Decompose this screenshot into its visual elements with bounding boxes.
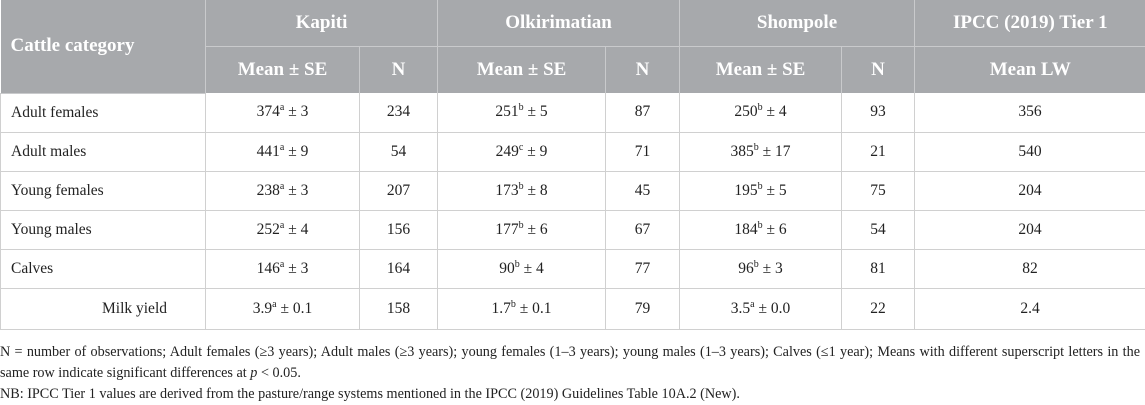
kapiti-mean-cell: 374a ± 3 xyxy=(206,93,360,132)
row-category: Adult males xyxy=(1,132,206,171)
shompole-n-cell: 75 xyxy=(842,171,915,210)
shompole-n-cell: 21 xyxy=(842,132,915,171)
olkirimatian-mean-cell: 249c ± 9 xyxy=(438,132,606,171)
data-table-container: Cattle category Kapiti Olkirimatian Shom… xyxy=(0,0,1145,330)
kapiti-n-cell: 54 xyxy=(360,132,438,171)
kapiti-mean-cell: 3.9a ± 0.1 xyxy=(206,288,360,329)
olkirimatian-n-cell: 67 xyxy=(606,210,680,249)
kapiti-mean-cell: 252a ± 4 xyxy=(206,210,360,249)
subheader-n: N xyxy=(606,47,680,94)
olkirimatian-n-cell: 87 xyxy=(606,93,680,132)
table-row: Milk yield 3.9a ± 0.1 158 1.7b ± 0.1 79 … xyxy=(1,288,1145,329)
table-row: Young males 252a ± 4 156 177b ± 6 67 184… xyxy=(1,210,1145,249)
ipcc-mean-lw-cell: 2.4 xyxy=(915,288,1145,329)
ipcc-mean-lw-cell: 540 xyxy=(915,132,1145,171)
row-category: Young females xyxy=(1,171,206,210)
kapiti-n-cell: 207 xyxy=(360,171,438,210)
header-ipcc: IPCC (2019) Tier 1 xyxy=(915,0,1145,47)
olkirimatian-mean-cell: 90b ± 4 xyxy=(438,249,606,288)
table-row: Adult females 374a ± 3 234 251b ± 5 87 2… xyxy=(1,93,1145,132)
subheader-mean-se: Mean ± SE xyxy=(206,47,360,94)
shompole-mean-cell: 3.5a ± 0.0 xyxy=(680,288,842,329)
ipcc-mean-lw-cell: 82 xyxy=(915,249,1145,288)
row-category: Adult females xyxy=(1,93,206,132)
table-row: Calves 146a ± 3 164 90b ± 4 77 96b ± 3 8… xyxy=(1,249,1145,288)
olkirimatian-mean-cell: 251b ± 5 xyxy=(438,93,606,132)
footnote-ipcc-source: NB: IPCC Tier 1 values are derived from … xyxy=(0,384,1140,405)
row-category: Young males xyxy=(1,210,206,249)
shompole-mean-cell: 184b ± 6 xyxy=(680,210,842,249)
kapiti-n-cell: 164 xyxy=(360,249,438,288)
olkirimatian-n-cell: 45 xyxy=(606,171,680,210)
header-olkirimatian: Olkirimatian xyxy=(438,0,680,47)
subheader-mean-lw: Mean LW xyxy=(915,47,1145,94)
table-footnotes: N = number of observations; Adult female… xyxy=(0,342,1140,405)
olkirimatian-mean-cell: 1.7b ± 0.1 xyxy=(438,288,606,329)
shompole-n-cell: 54 xyxy=(842,210,915,249)
header-kapiti: Kapiti xyxy=(206,0,438,47)
shompole-mean-cell: 250b ± 4 xyxy=(680,93,842,132)
shompole-n-cell: 93 xyxy=(842,93,915,132)
shompole-mean-cell: 385b ± 17 xyxy=(680,132,842,171)
olkirimatian-n-cell: 79 xyxy=(606,288,680,329)
kapiti-mean-cell: 238a ± 3 xyxy=(206,171,360,210)
table-row: Young females 238a ± 3 207 173b ± 8 45 1… xyxy=(1,171,1145,210)
kapiti-mean-cell: 146a ± 3 xyxy=(206,249,360,288)
header-row-groups: Cattle category Kapiti Olkirimatian Shom… xyxy=(1,0,1145,47)
kapiti-mean-cell: 441a ± 9 xyxy=(206,132,360,171)
olkirimatian-mean-cell: 177b ± 6 xyxy=(438,210,606,249)
row-category: Calves xyxy=(1,249,206,288)
kapiti-n-cell: 156 xyxy=(360,210,438,249)
olkirimatian-n-cell: 77 xyxy=(606,249,680,288)
shompole-n-cell: 22 xyxy=(842,288,915,329)
kapiti-n-cell: 158 xyxy=(360,288,438,329)
subheader-n: N xyxy=(360,47,438,94)
ipcc-mean-lw-cell: 204 xyxy=(915,210,1145,249)
table-row: Adult males 441a ± 9 54 249c ± 9 71 385b… xyxy=(1,132,1145,171)
cattle-liveweight-table: Cattle category Kapiti Olkirimatian Shom… xyxy=(0,0,1145,330)
olkirimatian-n-cell: 71 xyxy=(606,132,680,171)
header-shompole: Shompole xyxy=(680,0,915,47)
shompole-mean-cell: 195b ± 5 xyxy=(680,171,842,210)
ipcc-mean-lw-cell: 204 xyxy=(915,171,1145,210)
subheader-mean-se: Mean ± SE xyxy=(680,47,842,94)
shompole-n-cell: 81 xyxy=(842,249,915,288)
row-category: Milk yield xyxy=(1,288,206,329)
olkirimatian-mean-cell: 173b ± 8 xyxy=(438,171,606,210)
subheader-n: N xyxy=(842,47,915,94)
header-cattle-category: Cattle category xyxy=(1,0,206,93)
ipcc-mean-lw-cell: 356 xyxy=(915,93,1145,132)
subheader-mean-se: Mean ± SE xyxy=(438,47,606,94)
footnote-abbreviations: N = number of observations; Adult female… xyxy=(0,342,1140,384)
shompole-mean-cell: 96b ± 3 xyxy=(680,249,842,288)
kapiti-n-cell: 234 xyxy=(360,93,438,132)
